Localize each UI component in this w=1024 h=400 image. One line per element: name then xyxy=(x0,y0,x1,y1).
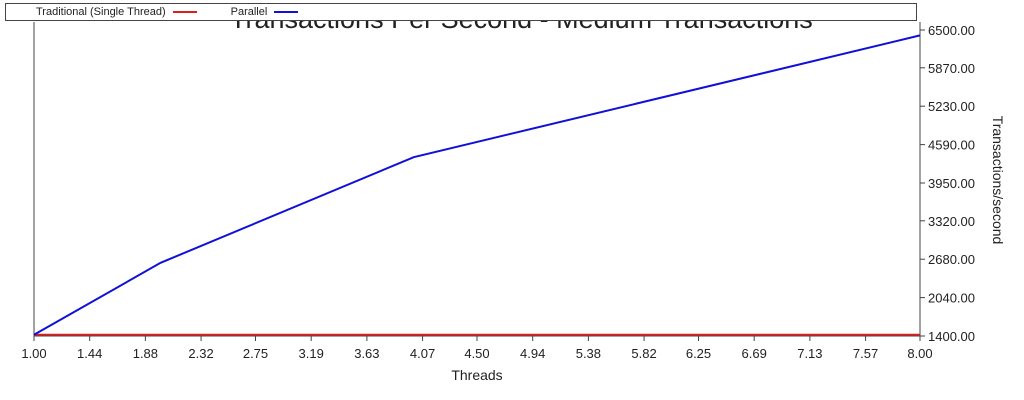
y-axis-title: Transactions/second xyxy=(990,116,1006,245)
x-ticks: 1.00 1.44 1.88 2.32 2.75 3.19 3.63 4.07 4.50 4.94… xyxy=(21,336,933,361)
y-tick-label: 1400.00 xyxy=(928,329,975,344)
x-tick-label: 2.32 xyxy=(188,346,213,361)
legend-label-traditional: Traditional (Single Thread) xyxy=(36,6,166,18)
y-tick-label: 5870.00 xyxy=(928,61,975,76)
x-tick-label: 4.07 xyxy=(410,346,435,361)
x-tick-label: 8.00 xyxy=(907,346,932,361)
legend-swatch-traditional xyxy=(172,11,197,13)
x-tick-label: 1.00 xyxy=(21,346,46,361)
y-tick-label: 2680.00 xyxy=(928,252,975,267)
x-tick-label: 7.57 xyxy=(853,346,878,361)
legend-item-parallel: Parallel xyxy=(231,6,299,18)
x-tick-label: 6.25 xyxy=(686,346,711,361)
y-tick-label: 3320.00 xyxy=(928,214,975,229)
x-tick-label: 5.38 xyxy=(576,346,601,361)
legend-item-traditional: Traditional (Single Thread) xyxy=(36,6,197,18)
series-lines xyxy=(33,34,921,336)
x-axis-title: Threads xyxy=(451,367,502,383)
legend-swatch-parallel xyxy=(274,11,299,13)
x-tick-label: 5.82 xyxy=(631,346,656,361)
y-tick-label: 3950.00 xyxy=(928,176,975,191)
x-tick-label: 2.75 xyxy=(243,346,268,361)
y-tick-label: 6500.00 xyxy=(928,23,975,38)
x-tick-label: 1.88 xyxy=(133,346,158,361)
x-tick-label: 7.13 xyxy=(797,346,822,361)
y-tick-label: 2040.00 xyxy=(928,291,975,306)
legend-label-parallel: Parallel xyxy=(230,6,268,18)
legend: Traditional (Single Thread) Parallel xyxy=(5,3,917,21)
x-tick-label: 4.94 xyxy=(520,346,545,361)
y-tick-label: 5230.00 xyxy=(928,99,975,114)
y-ticks: 1400.00 2040.00 2680.00 3320.00 3950.00 4590.… xyxy=(920,23,975,344)
x-tick-label: 6.69 xyxy=(742,346,767,361)
x-tick-label: 1.44 xyxy=(77,346,102,361)
y-tick-label: 4590.00 xyxy=(928,138,975,153)
x-tick-label: 3.19 xyxy=(299,346,324,361)
x-tick-label: 4.50 xyxy=(464,346,489,361)
series-line-parallel xyxy=(33,34,921,336)
x-tick-label: 3.63 xyxy=(354,346,379,361)
